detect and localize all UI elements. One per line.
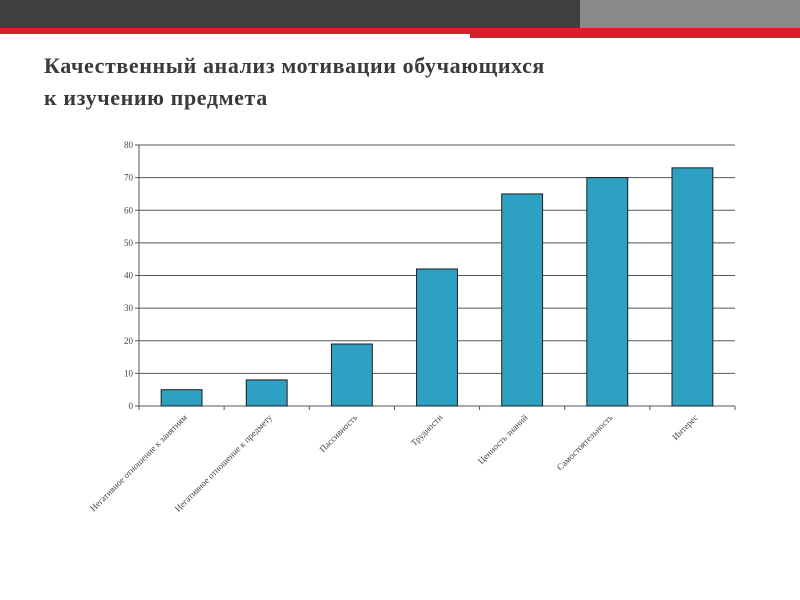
bar bbox=[330, 343, 373, 407]
x-category-label: Пассивность bbox=[317, 412, 359, 454]
x-category-label: Ценность знаний bbox=[476, 412, 530, 466]
y-tick-label: 10 bbox=[124, 368, 134, 378]
y-tick-label: 0 bbox=[129, 401, 134, 411]
bar bbox=[160, 389, 203, 407]
bar bbox=[501, 193, 544, 407]
x-category-label: Самостоятельность bbox=[555, 412, 615, 472]
slide-title: Качественный анализ мотивации обучающихс… bbox=[44, 50, 784, 114]
y-tick-label: 50 bbox=[124, 238, 134, 248]
y-tick-label: 40 bbox=[124, 271, 134, 281]
x-category-label: Интерес bbox=[670, 412, 700, 442]
y-tick-label: 60 bbox=[124, 205, 134, 215]
y-tick-label: 20 bbox=[124, 336, 134, 346]
slide-header-decoration bbox=[0, 0, 800, 38]
x-category-label: Негативное отношение к занятиям bbox=[88, 412, 189, 513]
x-category-label: Трудности bbox=[409, 412, 445, 448]
slide-title-line-2: к изучению предмета bbox=[44, 85, 268, 110]
x-category-label: Негативное отношение к предмету bbox=[173, 412, 275, 514]
slide-title-line-1: Качественный анализ мотивации обучающихс… bbox=[44, 53, 545, 78]
bar bbox=[416, 268, 458, 407]
y-tick-label: 70 bbox=[124, 173, 134, 183]
bars bbox=[160, 167, 714, 407]
y-tick-label: 80 bbox=[124, 140, 134, 150]
y-tick-label: 30 bbox=[124, 303, 134, 313]
bar bbox=[586, 177, 629, 407]
axes: 0 10 20 30 40 50 60 70 80 Негативное отношение к … bbox=[88, 140, 736, 514]
bar bbox=[671, 167, 714, 407]
bar bbox=[245, 379, 288, 407]
